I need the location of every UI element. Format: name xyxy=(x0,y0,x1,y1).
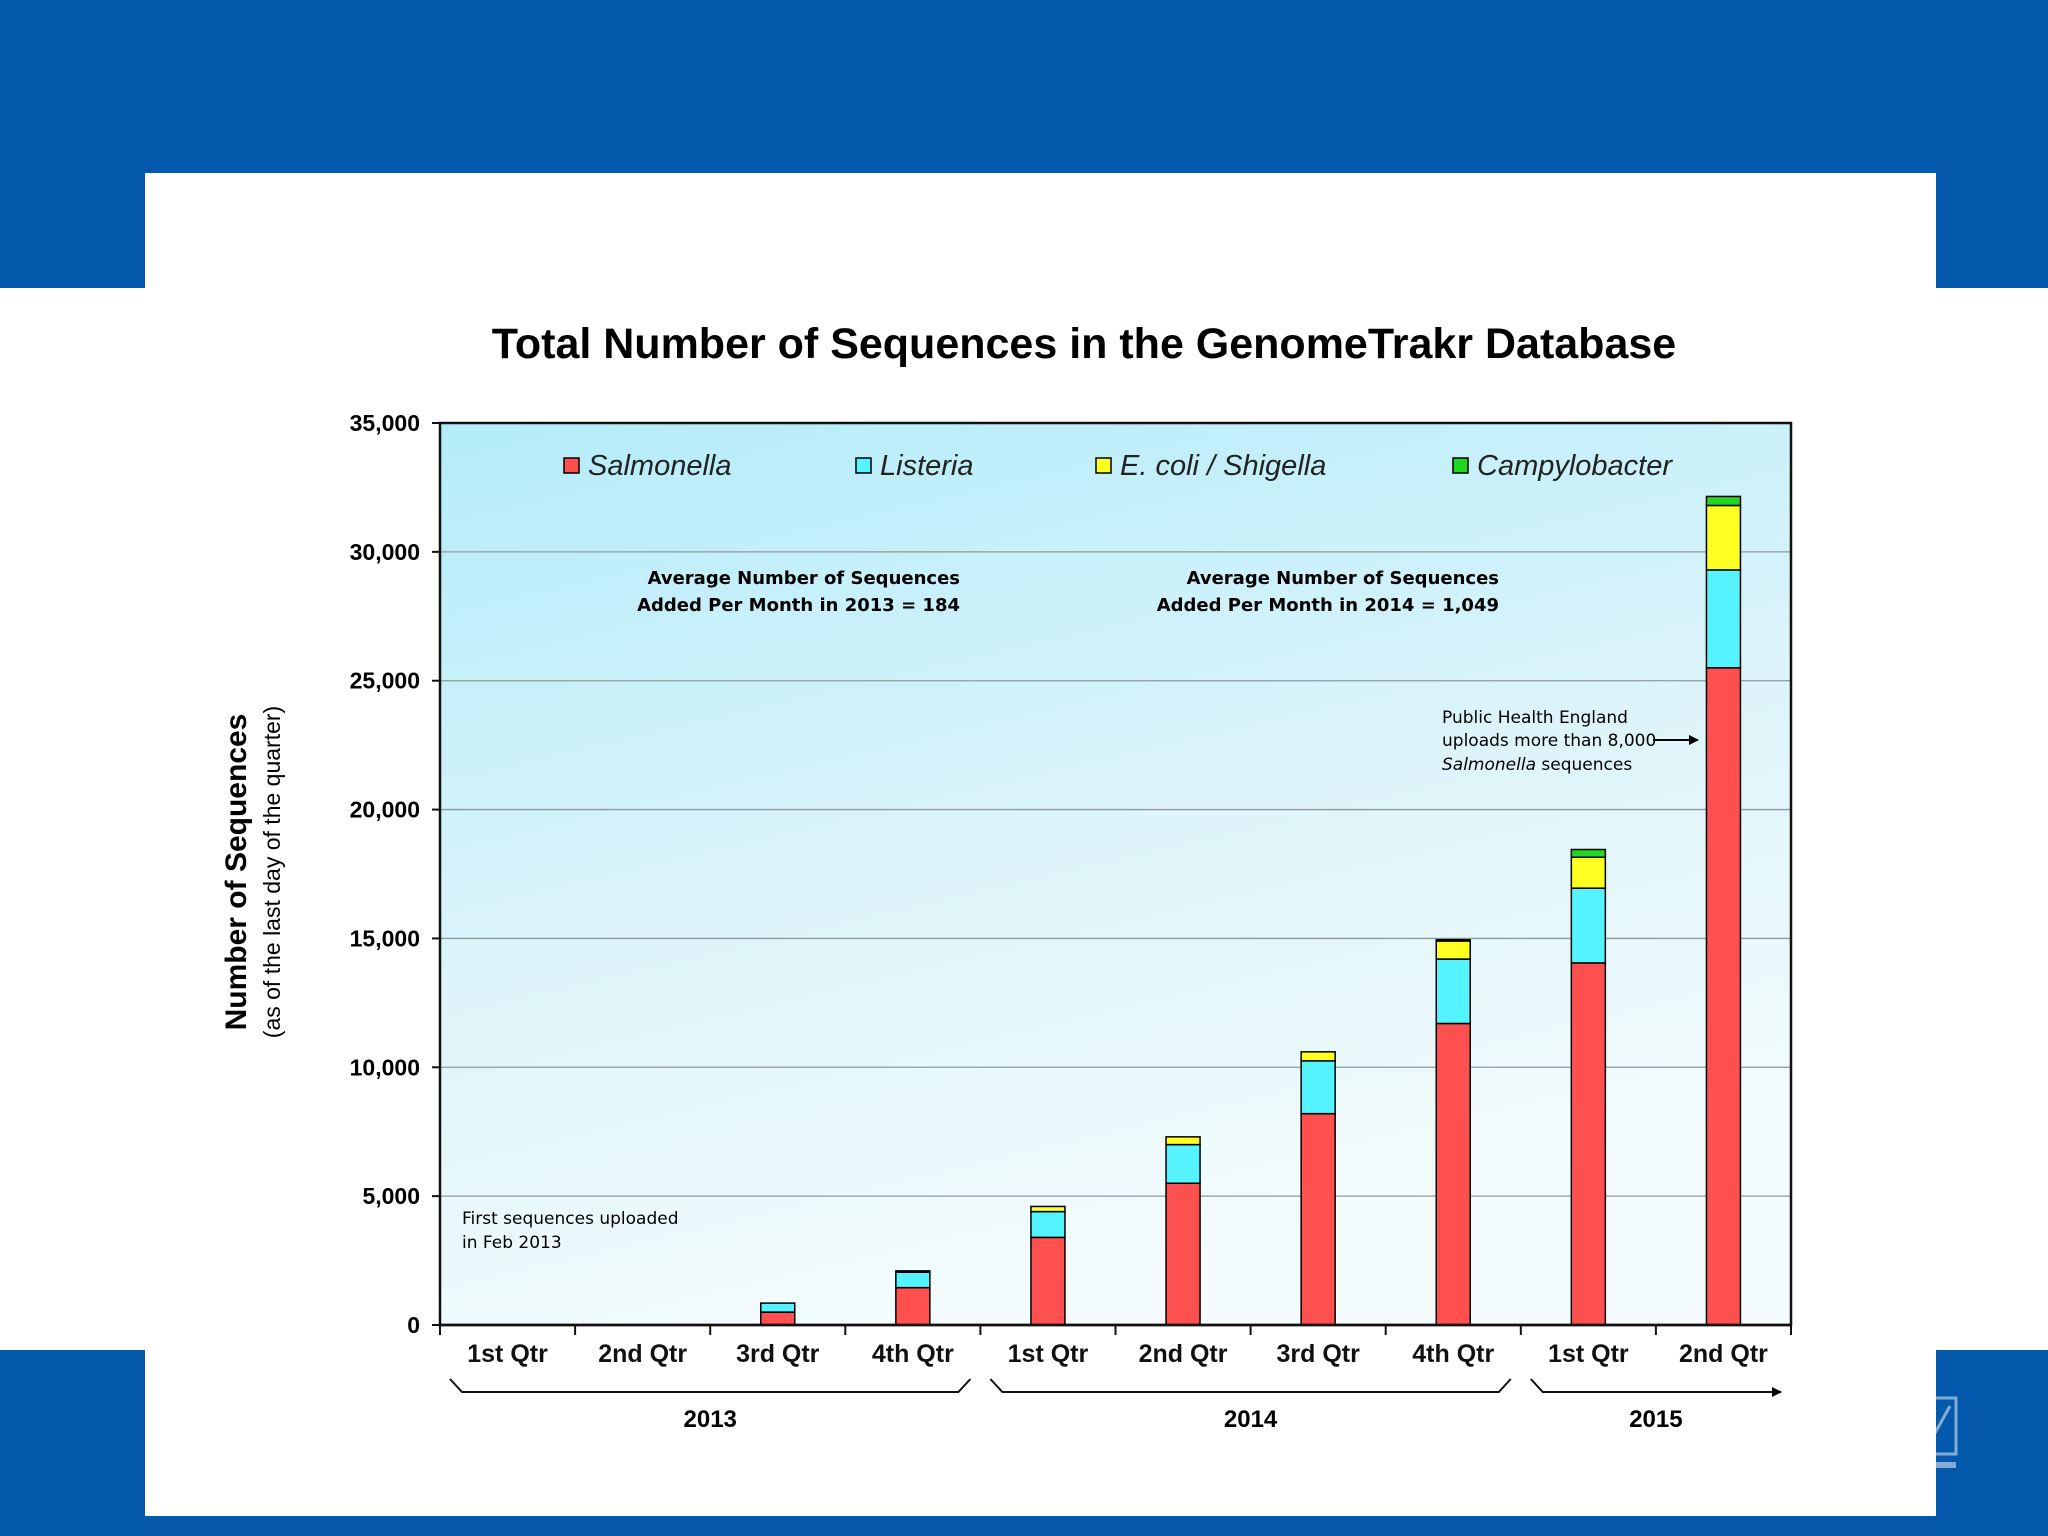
y-tick-label: 10,000 xyxy=(350,1054,420,1080)
year-bracket xyxy=(989,1378,1512,1393)
phe-note-line3: Salmonella sequences xyxy=(1442,755,1632,775)
legend-swatch xyxy=(1095,457,1112,474)
avg-2014-line2: Added Per Month in 2014 = 1,049 xyxy=(1157,595,1499,616)
bar-segment-e-coli-shigella xyxy=(1030,1205,1066,1213)
y-tick-label: 0 xyxy=(407,1312,420,1338)
bar-segment-salmonella xyxy=(1300,1112,1336,1326)
grid-lines xyxy=(440,551,1791,1197)
y-axis-label-group: Number of Sequences xyxy=(220,714,253,1031)
year-groups: 2013 2014 2015 xyxy=(449,1378,1782,1433)
bar-segment-e-coli-shigella xyxy=(1435,940,1471,960)
bar-segment-salmonella xyxy=(895,1286,931,1326)
bar-segment-listeria xyxy=(1300,1060,1336,1115)
logo-mark xyxy=(1922,1396,1958,1468)
bar-segment-campylobacter xyxy=(1705,495,1742,507)
bar-segment-salmonella xyxy=(1030,1236,1066,1326)
year-label: 2014 xyxy=(1224,1406,1278,1433)
bar-segment-e-coli-shigella xyxy=(1165,1136,1201,1146)
phe-note-italic: Salmonella xyxy=(1442,755,1536,775)
x-tick-label: 2nd Qtr xyxy=(1679,1340,1768,1368)
year-label: 2015 xyxy=(1629,1406,1682,1433)
x-tick-label: 3rd Qtr xyxy=(1276,1340,1360,1368)
x-tick-label: 1st Qtr xyxy=(467,1340,548,1368)
x-tick-label: 1st Qtr xyxy=(1008,1340,1089,1368)
bar-segment-listeria xyxy=(1705,569,1742,669)
legend-label: E. coli / Shigella xyxy=(1120,450,1326,482)
legend-label: Listeria xyxy=(880,450,974,482)
avg-2013-line1: Average Number of Sequences xyxy=(648,568,960,589)
avg-2013-line2: Added Per Month in 2013 = 184 xyxy=(637,595,960,616)
y-axis: 0 5,000 10,000 15,000 20,000 25,000 30,000 35,0… xyxy=(350,410,440,1338)
x-tick-label: 1st Qtr xyxy=(1548,1340,1629,1368)
bar-segment-salmonella xyxy=(1435,1022,1471,1326)
legend-swatch xyxy=(855,457,872,474)
avg-2014-line1: Average Number of Sequences xyxy=(1187,568,1499,589)
bar-segment-listeria xyxy=(1435,958,1471,1025)
first-upload-line2: in Feb 2013 xyxy=(462,1233,562,1253)
bar-segment-salmonella xyxy=(760,1311,796,1326)
year-bracket xyxy=(449,1378,972,1393)
y-tick-label: 5,000 xyxy=(362,1183,420,1209)
legend-label: Salmonella xyxy=(588,450,731,482)
bars xyxy=(760,495,1742,1326)
bar-segment-e-coli-shigella xyxy=(1570,856,1607,889)
bar-segment-salmonella xyxy=(1705,667,1742,1326)
year-label: 2013 xyxy=(684,1406,737,1433)
bar-segment-e-coli-shigella xyxy=(1705,504,1742,571)
phe-note-line2: uploads more than 8,000 xyxy=(1442,731,1656,751)
phe-note-line1: Public Health England xyxy=(1442,708,1628,728)
x-tick-label: 2nd Qtr xyxy=(1139,1340,1228,1368)
bar-segment-salmonella xyxy=(1165,1182,1201,1326)
bar-segment-listeria xyxy=(1570,887,1607,964)
phe-note-rest: sequences xyxy=(1536,755,1632,775)
bar-segment-e-coli-shigella xyxy=(895,1270,931,1273)
legend-swatch xyxy=(563,457,580,474)
legend: Salmonella Listeria E. coli / Shigella Camp… xyxy=(563,450,1673,482)
x-tick-label: 2nd Qtr xyxy=(598,1340,687,1368)
x-tick-label: 4th Qtr xyxy=(1412,1340,1494,1368)
y-axis-label: Number of Sequences xyxy=(220,714,253,1031)
bar-segment-salmonella xyxy=(1570,962,1607,1326)
bar-segment-campylobacter xyxy=(1570,848,1607,858)
y-tick-label: 30,000 xyxy=(350,539,420,565)
y-axis-sublabel: (as of the last day of the quarter) xyxy=(259,706,285,1038)
year-bracket xyxy=(1530,1378,1782,1397)
x-tick-label: 4th Qtr xyxy=(872,1340,954,1368)
y-tick-label: 15,000 xyxy=(350,925,420,951)
y-tick-label: 25,000 xyxy=(350,668,420,694)
bar-segment-listeria xyxy=(1030,1210,1066,1239)
plot-area xyxy=(440,423,1791,1325)
bar-segment-listeria xyxy=(895,1271,931,1289)
y-tick-label: 35,000 xyxy=(350,410,420,436)
first-upload-line1: First sequences uploaded xyxy=(462,1209,679,1229)
bar-segment-campylobacter xyxy=(1435,938,1471,942)
legend-swatch xyxy=(1452,457,1469,474)
y-axis-sublabel-group: (as of the last day of the quarter) xyxy=(259,706,285,1038)
bar-segment-e-coli-shigella xyxy=(1300,1051,1336,1062)
legend-label: Campylobacter xyxy=(1477,450,1673,482)
bar-segment-listeria xyxy=(1165,1143,1201,1185)
y-tick-label: 20,000 xyxy=(350,797,420,823)
bar-segment-listeria xyxy=(760,1302,796,1313)
chart-title: Total Number of Sequences in the GenomeT… xyxy=(492,320,1676,368)
x-tick-label: 3rd Qtr xyxy=(736,1340,820,1368)
x-axis: 1st Qtr 2nd Qtr 3rd Qtr 4th Qtr 1st Qtr 2nd Q… xyxy=(439,1323,1792,1368)
